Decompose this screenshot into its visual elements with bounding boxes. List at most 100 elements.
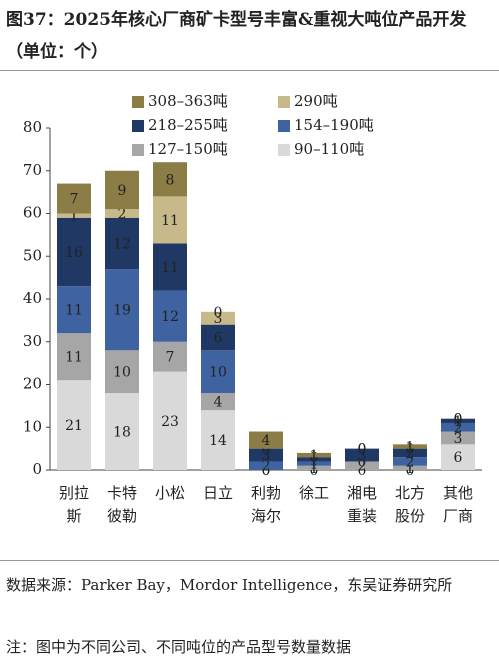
- data-label: 3: [214, 311, 223, 327]
- bar-segment: [441, 422, 475, 432]
- data-label: 0: [214, 305, 223, 321]
- x-tick-label: 日立: [203, 484, 233, 502]
- x-tick-label: 徐工: [299, 484, 329, 502]
- data-label: 0: [262, 442, 271, 458]
- bar-segment: [105, 170, 139, 210]
- bar-segment: [297, 461, 331, 466]
- data-label: 0: [358, 442, 367, 458]
- data-label: 0: [358, 463, 367, 479]
- bar-segment: [393, 457, 427, 466]
- legend-label: 90–110吨: [294, 140, 364, 158]
- y-tick-label: 60: [23, 204, 42, 222]
- figure-title: 图37：2025年核心厂商矿卡型号丰富&重视大吨位产品开发（单位：个）: [6, 10, 467, 62]
- data-label: 21: [65, 418, 83, 434]
- data-label: 18: [113, 425, 131, 441]
- x-tick-label: 利勃海尔: [251, 484, 281, 525]
- data-label: 11: [161, 213, 179, 229]
- data-label: 1: [310, 452, 319, 468]
- data-label: 9: [118, 183, 127, 199]
- data-label: 2: [358, 459, 367, 475]
- data-label: 1: [406, 461, 415, 477]
- data-label: 14: [209, 433, 227, 449]
- bar-segment: [57, 286, 91, 334]
- y-tick-label: 0: [32, 460, 42, 478]
- bar-segment: [153, 162, 187, 197]
- x-tick-label: 卡特彼勒: [107, 484, 137, 525]
- data-label: 12: [113, 236, 131, 252]
- x-tick-label: 湘电重装: [347, 484, 377, 525]
- data-label: 2: [118, 207, 127, 223]
- data-label: 0: [454, 412, 463, 428]
- bar-segment: [57, 333, 91, 381]
- y-tick-label: 70: [23, 161, 42, 179]
- bar-segment: [105, 393, 139, 470]
- bar-segment: [201, 311, 235, 325]
- bar-segment: [153, 196, 187, 244]
- note: 注：图中为不同公司、不同吨位的产品型号数量数据: [6, 638, 352, 656]
- data-label: 16: [65, 245, 83, 261]
- bar-segment: [249, 431, 283, 449]
- bar-segment: [393, 465, 427, 470]
- legend-swatch: [132, 96, 144, 108]
- data-label: 7: [70, 192, 79, 208]
- data-label: 1: [70, 209, 79, 225]
- data-label: 10: [209, 365, 227, 381]
- data-label: 1: [310, 457, 319, 473]
- data-label: 23: [161, 414, 179, 430]
- bar-segment: [345, 448, 379, 462]
- bar-segment: [441, 444, 475, 470]
- rule: [0, 560, 499, 561]
- legend-label: 154–190吨: [294, 116, 374, 134]
- bar-segment: [105, 217, 139, 270]
- data-label: 6: [214, 330, 223, 346]
- data-label: 3: [262, 448, 271, 464]
- data-label: 1: [310, 461, 319, 477]
- data-label: 3: [358, 448, 367, 464]
- data-label: 0: [358, 442, 367, 458]
- bar-segment: [57, 213, 91, 218]
- bar-segment: [345, 461, 379, 470]
- source: 数据来源：Parker Bay，Mordor Intelligence，东吴证券…: [6, 576, 453, 594]
- data-label: 4: [262, 433, 271, 449]
- legend-swatch: [278, 96, 290, 108]
- data-label: 2: [454, 420, 463, 436]
- data-label: 1: [406, 439, 415, 455]
- bar-segment: [153, 371, 187, 470]
- bar-segment: [105, 269, 139, 351]
- bar-segment: [249, 461, 283, 470]
- x-tick-label: 别拉斯: [59, 484, 89, 525]
- data-label: 11: [161, 260, 179, 276]
- bar-segment: [153, 341, 187, 372]
- bar-segment: [57, 380, 91, 470]
- legend-swatch: [278, 120, 290, 132]
- data-label: 0: [310, 450, 319, 466]
- data-label: 1: [454, 414, 463, 430]
- legend-label: 290吨: [294, 92, 338, 110]
- bar-segment: [393, 444, 427, 449]
- bar-segment: [393, 448, 427, 458]
- bar-segment: [297, 465, 331, 470]
- data-label: 0: [406, 463, 415, 479]
- legend-label: 308–363吨: [148, 92, 228, 110]
- x-tick-label: 北方股份: [395, 484, 425, 525]
- y-tick-label: 30: [23, 332, 42, 350]
- bar-segment: [441, 418, 475, 423]
- data-label: 4: [214, 395, 223, 411]
- bar-segment: [249, 448, 283, 462]
- y-tick-label: 20: [23, 375, 42, 393]
- data-label: 3: [454, 431, 463, 447]
- legend-label: 127–150吨: [148, 140, 228, 158]
- bar-segment: [297, 457, 331, 462]
- data-label: 0: [310, 463, 319, 479]
- data-label: 11: [65, 350, 83, 366]
- bar-segment: [57, 217, 91, 287]
- data-label: 6: [454, 450, 463, 466]
- data-label: 8: [166, 172, 175, 188]
- bar-segment: [57, 183, 91, 214]
- legend-swatch: [132, 144, 144, 156]
- data-label: 2: [406, 446, 415, 462]
- bar-segment: [441, 431, 475, 445]
- data-label: 12: [161, 309, 179, 325]
